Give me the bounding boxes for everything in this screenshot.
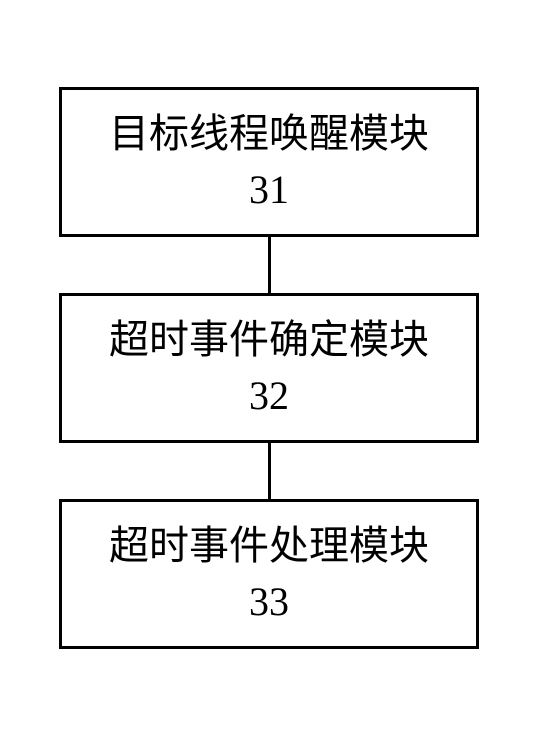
module-number: 31	[249, 164, 289, 216]
module-number: 33	[249, 576, 289, 628]
module-box-33: 超时事件处理模块 33	[59, 499, 479, 649]
module-label: 目标线程唤醒模块	[109, 108, 429, 160]
connector-line	[268, 443, 271, 499]
module-label: 超时事件确定模块	[109, 314, 429, 366]
flowchart-diagram: 目标线程唤醒模块 31 超时事件确定模块 32 超时事件处理模块 33	[59, 87, 479, 649]
connector-line	[268, 237, 271, 293]
module-box-31: 目标线程唤醒模块 31	[59, 87, 479, 237]
module-box-32: 超时事件确定模块 32	[59, 293, 479, 443]
module-label: 超时事件处理模块	[109, 520, 429, 572]
module-number: 32	[249, 370, 289, 422]
